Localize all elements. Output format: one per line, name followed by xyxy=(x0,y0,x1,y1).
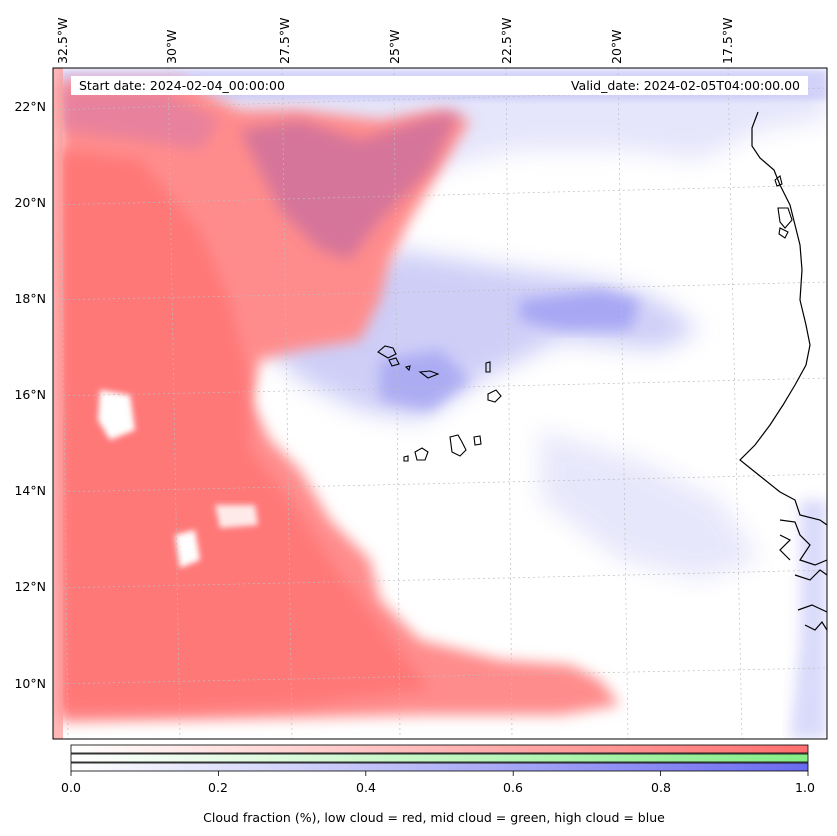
map-panel xyxy=(52,67,828,740)
lon-label: 27.5°W xyxy=(277,18,292,64)
colorbar-caption: Cloud fraction (%), low cloud = red, mid… xyxy=(203,810,665,825)
colorbar-tick-label: 1.0 xyxy=(795,780,815,795)
colorbar-low xyxy=(70,744,809,754)
gridlines xyxy=(53,68,827,739)
colorbar-mid xyxy=(70,753,809,763)
lon-label: 17.5°W xyxy=(720,18,735,64)
lon-label: 30°W xyxy=(164,29,179,64)
valid-date-text: Valid_date: 2024-02-05T04:00:00.00 xyxy=(571,78,800,93)
start-date-text: Start date: 2024-02-04_00:00:00 xyxy=(79,78,285,93)
colorbar-tick-label: 0.4 xyxy=(356,780,376,795)
longitude-labels: 32.5°W 30°W 27.5°W 25°W 22.5°W 20°W 17.5… xyxy=(55,18,735,64)
colorbar-tick-label: 0.0 xyxy=(61,780,81,795)
lon-label: 32.5°W xyxy=(55,18,70,64)
lat-label: 12°N xyxy=(14,579,46,594)
colorbar-tick-label: 0.2 xyxy=(208,780,228,795)
lon-label: 25°W xyxy=(387,29,402,64)
date-banner: Start date: 2024-02-04_00:00:00 Valid_da… xyxy=(71,76,808,95)
lat-label: 20°N xyxy=(14,195,46,210)
coastline-africa xyxy=(739,111,827,631)
lat-label: 14°N xyxy=(14,483,46,498)
colorbar-tick-label: 0.8 xyxy=(651,780,671,795)
lon-label: 22.5°W xyxy=(499,18,514,64)
latitude-labels: 22°N 20°N 18°N 16°N 14°N 12°N 10°N xyxy=(14,99,46,691)
low-cloud-layer xyxy=(53,68,620,739)
lat-label: 10°N xyxy=(14,676,46,691)
lon-label: 20°W xyxy=(609,29,624,64)
colorbar-high xyxy=(70,762,809,772)
colorbar-tick-label: 0.6 xyxy=(503,780,523,795)
lat-label: 18°N xyxy=(14,291,46,306)
lat-label: 16°N xyxy=(14,387,46,402)
colorbar-ticks xyxy=(70,771,809,776)
colorbar: 0.0 0.2 0.4 0.6 0.8 1.0 Cloud fraction (… xyxy=(61,744,815,825)
lat-label: 22°N xyxy=(14,99,46,114)
cape-verde-islands xyxy=(377,175,793,462)
